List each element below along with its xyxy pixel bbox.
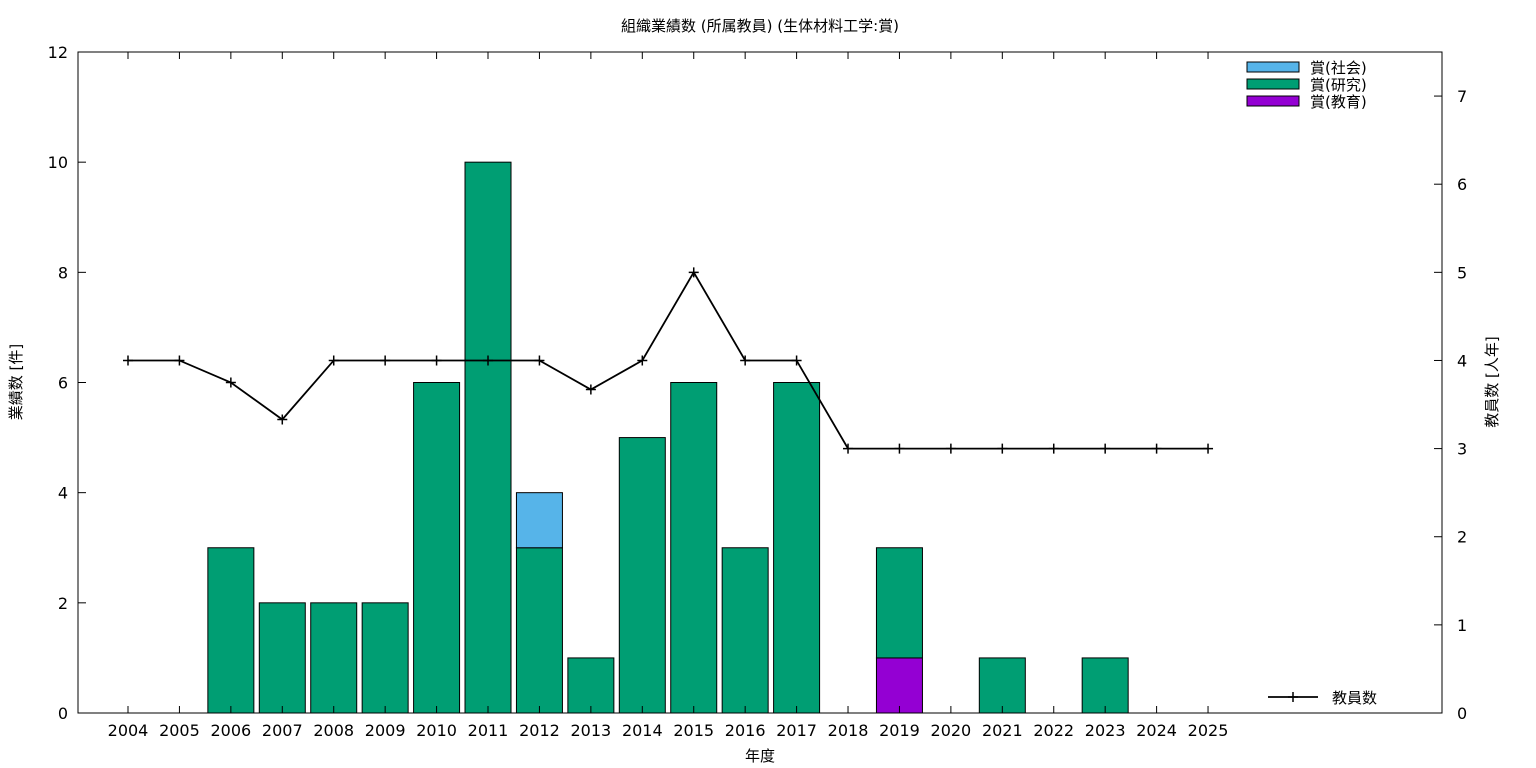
line-point-2020 xyxy=(945,443,956,454)
legend-swatch-1 xyxy=(1246,78,1300,90)
x-tick-label-2021: 2021 xyxy=(982,721,1023,740)
line-point-2023 xyxy=(1100,443,1111,454)
bar-2006-series-1 xyxy=(207,547,255,714)
line-point-2021 xyxy=(997,443,1008,454)
y2-tick-label-5: 5 xyxy=(1457,263,1467,282)
bar-2012-series-1 xyxy=(515,547,563,714)
x-tick-label-2018: 2018 xyxy=(828,721,869,740)
bars-layer xyxy=(207,161,1129,714)
line-point-2024 xyxy=(1151,443,1162,454)
line-layer xyxy=(123,267,1214,454)
x-tick-label-2013: 2013 xyxy=(571,721,612,740)
y-axis-label: 業績数 [件] xyxy=(7,344,25,420)
y2-tick-label-1: 1 xyxy=(1457,616,1467,635)
bar-2008-series-1 xyxy=(310,602,358,714)
x-tick-label-2024: 2024 xyxy=(1136,721,1177,740)
y-tick-label-2: 2 xyxy=(58,594,68,613)
line-point-2016 xyxy=(740,355,751,366)
legend-line-marker xyxy=(1288,692,1298,702)
y2-tick-label-2: 2 xyxy=(1457,528,1467,547)
line-point-2007 xyxy=(277,414,288,425)
x-tick-label-2017: 2017 xyxy=(776,721,817,740)
legend-label-1: 賞(研究) xyxy=(1310,76,1367,94)
y2-tick-label-7: 7 xyxy=(1457,87,1467,106)
bar-2010-series-1 xyxy=(413,382,461,714)
x-tick-label-2014: 2014 xyxy=(622,721,663,740)
bar-2007-series-1 xyxy=(258,602,306,714)
line-point-2010 xyxy=(431,355,442,366)
bar-2011-series-1 xyxy=(464,161,512,714)
bar-2014-series-1 xyxy=(618,437,666,714)
line-point-2025 xyxy=(1203,443,1214,454)
bar-2016-series-1 xyxy=(721,547,769,714)
y-tick-label-10: 10 xyxy=(48,153,68,172)
x-tick-label-2005: 2005 xyxy=(159,721,200,740)
line-point-2008 xyxy=(328,355,339,366)
chart-title: 組織業績数 (所属教員) (生体材料工学:賞) xyxy=(621,17,899,35)
x-tick-label-2009: 2009 xyxy=(365,721,406,740)
x-tick-label-2007: 2007 xyxy=(262,721,303,740)
line-point-2022 xyxy=(1048,443,1059,454)
bar-2009-series-1 xyxy=(361,602,409,714)
x-tick-label-2020: 2020 xyxy=(931,721,972,740)
line-point-2012 xyxy=(534,355,545,366)
x-tick-label-2022: 2022 xyxy=(1033,721,1074,740)
x-tick-label-2015: 2015 xyxy=(673,721,714,740)
x-axis-label: 年度 xyxy=(745,747,775,765)
x-tick-label-2019: 2019 xyxy=(879,721,920,740)
bar-2021-series-1 xyxy=(978,657,1026,714)
x-tick-label-2008: 2008 xyxy=(313,721,354,740)
y2-tick-label-4: 4 xyxy=(1457,351,1467,370)
legend-label-2: 賞(教育) xyxy=(1310,93,1367,111)
x-tick-label-2012: 2012 xyxy=(519,721,560,740)
bar-2015-series-1 xyxy=(670,382,718,714)
x-tick-label-2023: 2023 xyxy=(1085,721,1126,740)
x-tick-label-2011: 2011 xyxy=(468,721,509,740)
y-tick-label-12: 12 xyxy=(48,43,68,62)
bar-2017-series-1 xyxy=(773,382,821,714)
line-point-2014 xyxy=(637,355,648,366)
y2-tick-label-3: 3 xyxy=(1457,440,1467,459)
x-tick-label-2010: 2010 xyxy=(416,721,457,740)
x-tick-label-2016: 2016 xyxy=(725,721,766,740)
legend-label-0: 賞(社会) xyxy=(1310,59,1367,77)
line-point-2019 xyxy=(894,443,905,454)
line-point-2006 xyxy=(225,377,236,388)
line-point-2013 xyxy=(585,384,596,395)
legend-swatch-0 xyxy=(1246,61,1300,73)
bar-2019-series-0 xyxy=(875,657,923,714)
line-point-2004 xyxy=(123,355,133,366)
legend: 賞(社会)賞(研究)賞(教育) 教員数 xyxy=(1246,59,1377,707)
y-tick-label-6: 6 xyxy=(58,374,68,393)
line-point-2015 xyxy=(688,267,699,278)
y2-axis-label: 教員数 [人年] xyxy=(1483,336,1501,427)
bar-2013-series-1 xyxy=(567,657,615,714)
y2-tick-label-6: 6 xyxy=(1457,175,1467,194)
legend-swatch-2 xyxy=(1246,95,1300,107)
line-教員数 xyxy=(128,270,1209,450)
line-point-2005 xyxy=(174,355,185,366)
line-point-2011 xyxy=(483,355,494,366)
y2-tick-label-0: 0 xyxy=(1457,704,1467,723)
line-point-2017 xyxy=(791,355,802,366)
bar-2019-series-1 xyxy=(875,547,923,659)
legend-label-line: 教員数 xyxy=(1332,689,1377,707)
y-tick-label-8: 8 xyxy=(58,263,68,282)
x-tick-label-2006: 2006 xyxy=(211,721,252,740)
bar-2023-series-1 xyxy=(1081,657,1129,714)
x-tick-label-2025: 2025 xyxy=(1188,721,1229,740)
bar-2012-series-2 xyxy=(515,492,563,549)
line-point-2018 xyxy=(843,443,854,454)
y-tick-label-4: 4 xyxy=(58,484,68,503)
x-tick-label-2004: 2004 xyxy=(108,721,149,740)
y-tick-label-0: 0 xyxy=(58,704,68,723)
line-point-2009 xyxy=(380,355,391,366)
